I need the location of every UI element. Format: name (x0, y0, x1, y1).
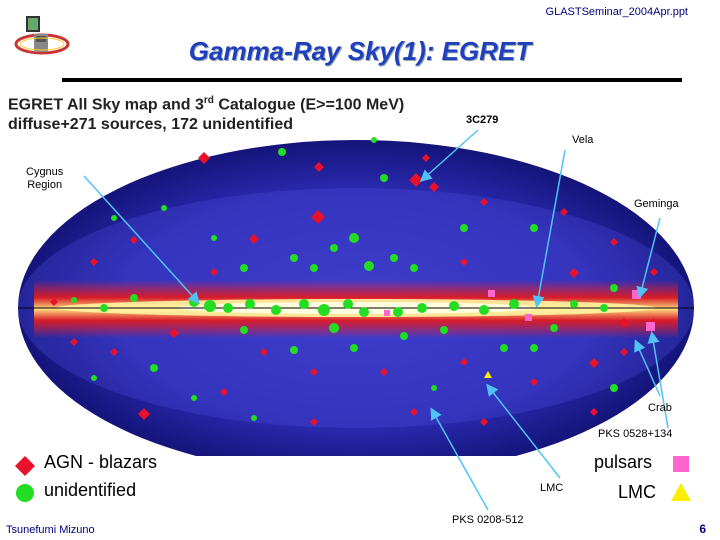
legend-agn-diamond-icon (15, 456, 35, 476)
subtitle-part-b: Catalogue (E>=100 MeV) (213, 96, 405, 114)
legend-agn-label: AGN - blazars (44, 452, 158, 472)
slide-title: Gamma-Ray Sky(1): EGRET (188, 36, 532, 66)
footer-author: Tsunefumi Mizuno (6, 524, 95, 536)
presentation-filename: GLASTSeminar_2004Apr.ppt (545, 6, 688, 18)
subtitle-superscript: rd (203, 95, 214, 106)
legend-unidentified-dot-icon (16, 484, 34, 502)
lmc-marker (484, 371, 492, 378)
legend-lmc-label: LMC (618, 482, 657, 502)
legend-lmc-triangle-icon (671, 483, 691, 501)
label-geminga: Geminga (634, 198, 679, 210)
label-3c279: 3C279 (466, 114, 499, 126)
page-number: 6 (699, 522, 706, 536)
subtitle-line-2: diffuse+271 sources, 172 unidentified (8, 116, 293, 133)
legend-pulsars-label: pulsars (594, 452, 653, 472)
label-lmc: LMC (540, 482, 564, 494)
subtitle-line-1: EGRET All Sky map and 3rd Catalogue (E>=… (8, 95, 404, 114)
glast-logo (14, 16, 70, 55)
title-divider (62, 78, 682, 82)
subtitle-part-a: EGRET All Sky map and 3 (8, 96, 204, 114)
label-pks0208: PKS 0208-512 (452, 514, 524, 526)
label-pks0528: PKS 0528+134 (598, 428, 673, 440)
legend-pulsar-square-icon (673, 456, 689, 472)
label-cygnus-region: Cygnus Region (26, 166, 64, 191)
label-crab: Crab (648, 402, 672, 414)
egret-all-sky-map (18, 137, 694, 456)
unidentified-markers (71, 137, 618, 421)
legend-unidentified-label: unidentified (44, 480, 137, 500)
label-vela: Vela (572, 134, 594, 146)
